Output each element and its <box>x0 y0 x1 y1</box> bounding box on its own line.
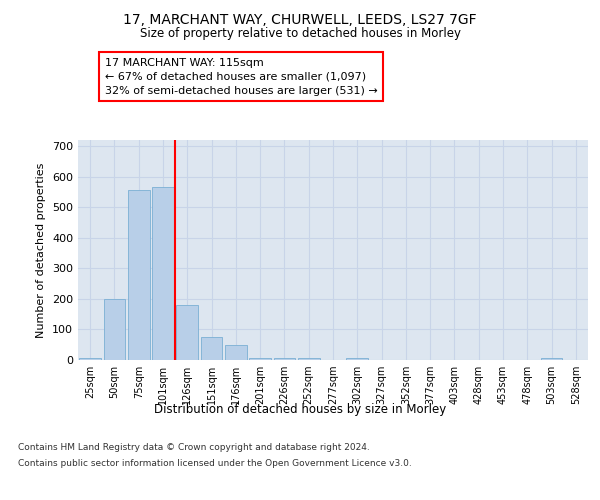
Text: Size of property relative to detached houses in Morley: Size of property relative to detached ho… <box>139 28 461 40</box>
Bar <box>541 358 562 360</box>
Text: 17, MARCHANT WAY, CHURWELL, LEEDS, LS27 7GF: 17, MARCHANT WAY, CHURWELL, LEEDS, LS27 … <box>123 12 477 26</box>
Bar <box>225 344 247 360</box>
Bar <box>128 190 149 360</box>
Bar <box>274 358 295 360</box>
Text: Contains HM Land Registry data © Crown copyright and database right 2024.: Contains HM Land Registry data © Crown c… <box>18 442 370 452</box>
Text: Contains public sector information licensed under the Open Government Licence v3: Contains public sector information licen… <box>18 459 412 468</box>
Text: 17 MARCHANT WAY: 115sqm
← 67% of detached houses are smaller (1,097)
32% of semi: 17 MARCHANT WAY: 115sqm ← 67% of detache… <box>105 58 378 96</box>
Bar <box>104 299 125 360</box>
Bar <box>346 358 368 360</box>
Bar <box>249 358 271 360</box>
Bar <box>200 337 223 360</box>
Y-axis label: Number of detached properties: Number of detached properties <box>37 162 46 338</box>
Bar <box>176 305 198 360</box>
Bar <box>298 358 320 360</box>
Bar <box>152 188 174 360</box>
Bar <box>79 358 101 360</box>
Text: Distribution of detached houses by size in Morley: Distribution of detached houses by size … <box>154 402 446 415</box>
